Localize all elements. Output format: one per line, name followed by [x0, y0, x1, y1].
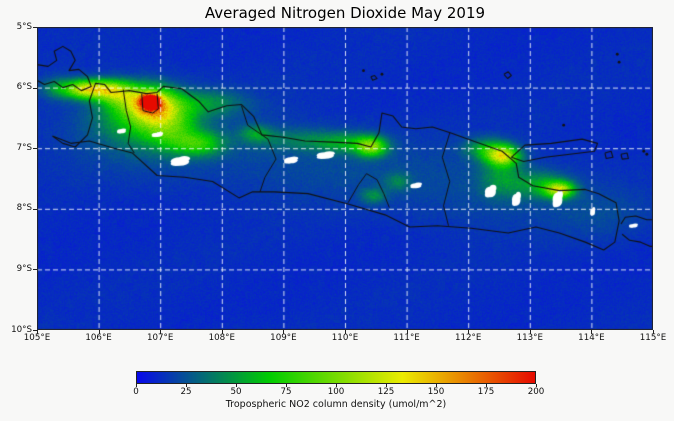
tick-mark	[283, 330, 285, 334]
colorbar-label: Tropospheric NO2 column density (umol/m^…	[225, 399, 447, 410]
tick-mark	[468, 330, 470, 334]
tick-mark	[591, 330, 593, 334]
tick-mark	[286, 384, 287, 387]
tick-mark	[98, 330, 100, 334]
tick-mark	[436, 384, 437, 387]
y-tick-label: 10°S	[11, 324, 32, 335]
colorbar-tick-label: 25	[180, 387, 192, 397]
tick-mark	[336, 384, 337, 387]
tick-mark	[37, 330, 38, 334]
x-tick-label: 115°E	[639, 333, 667, 343]
x-tick-label: 112°E	[454, 333, 482, 343]
tick-mark	[33, 148, 37, 150]
tick-mark	[406, 330, 408, 334]
chart-title: Averaged Nitrogen Dioxide May 2019	[204, 4, 486, 22]
colorbar-tick-label: 0	[133, 387, 139, 397]
y-tick-label: 6°S	[16, 82, 32, 93]
colorbar-tick-label: 50	[230, 387, 242, 397]
tick-mark	[186, 384, 187, 387]
tick-mark	[486, 384, 487, 387]
colorbar-tick-label: 150	[427, 387, 445, 397]
tick-mark	[33, 269, 37, 271]
colorbar-tick-label: 75	[280, 387, 292, 397]
x-tick-label: 105°E	[23, 333, 51, 343]
colorbar-gradient	[136, 371, 536, 384]
x-tick-label: 108°E	[208, 333, 235, 343]
x-tick-label: 109°E	[270, 333, 297, 343]
tick-mark	[653, 330, 654, 334]
tick-mark	[236, 384, 237, 387]
tick-mark	[160, 330, 162, 334]
tick-mark	[529, 330, 531, 334]
tick-mark	[33, 330, 37, 331]
y-tick-label: 8°S	[16, 203, 32, 214]
y-tick-label: 5°S	[16, 21, 32, 32]
colorbar-tick-label: 125	[377, 387, 395, 397]
x-tick-label: 111°E	[393, 333, 420, 343]
y-tick-label: 9°S	[16, 263, 32, 274]
y-tick-label: 7°S	[16, 142, 32, 153]
tick-mark	[136, 384, 137, 387]
x-tick-label: 114°E	[578, 333, 605, 343]
tick-mark	[33, 87, 37, 89]
tick-mark	[33, 208, 37, 210]
x-tick-label: 106°E	[85, 333, 112, 343]
tick-mark	[386, 384, 387, 387]
colorbar-tick-label: 175	[477, 387, 495, 397]
x-tick-label: 113°E	[516, 333, 543, 343]
x-tick-label: 107°E	[146, 333, 174, 343]
x-tick-label: 110°E	[331, 333, 359, 343]
tick-mark	[536, 384, 537, 387]
colorbar-tick-label: 200	[527, 387, 545, 397]
colorbar-tick-label: 100	[327, 387, 345, 397]
tick-mark	[33, 27, 37, 28]
tick-mark	[221, 330, 223, 334]
tick-mark	[345, 330, 346, 334]
no2-heatmap-canvas	[37, 27, 653, 330]
